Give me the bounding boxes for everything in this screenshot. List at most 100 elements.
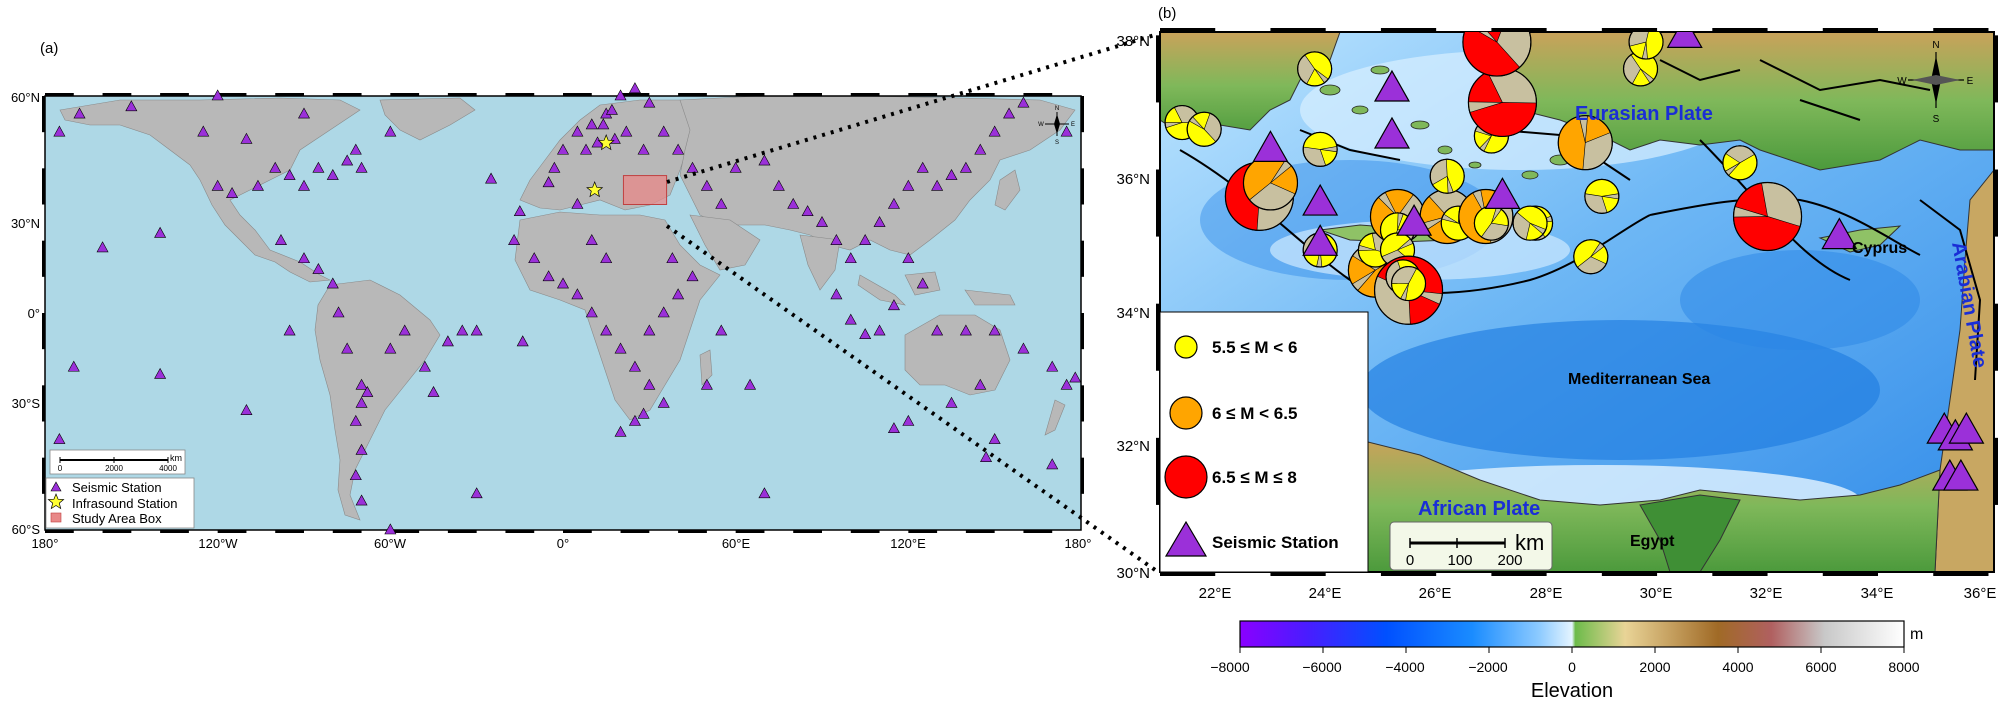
frame-tick	[1994, 35, 1998, 103]
frame-tick	[850, 530, 880, 533]
seismic-station-marker	[916, 277, 929, 289]
frame-tick	[45, 530, 74, 533]
seismic-station-marker	[441, 335, 454, 347]
legend-mag-large: 6.5 ≤ M ≤ 8	[1212, 468, 1297, 487]
landmass-madagascar	[699, 349, 713, 386]
seismic-station-marker	[571, 125, 584, 137]
colorbar-tick: 8000	[1888, 659, 1919, 675]
seismic-station-marker	[384, 523, 397, 535]
frame-tick	[1270, 572, 1326, 576]
frame-tick	[793, 93, 822, 96]
seismic-station-marker	[605, 103, 618, 115]
panel-a-seismic-stations	[53, 82, 1082, 535]
frame-tick	[275, 93, 304, 96]
panel-a: (a)	[11, 40, 1091, 551]
seismic-station-marker	[96, 241, 109, 253]
connector-line-bottom	[665, 224, 1160, 574]
frame-tick	[42, 168, 45, 205]
landmass-new-guinea	[964, 289, 1016, 306]
panel-b-lon-ticks: 22°E 24°E 26°E 28°E 30°E 32°E 34°E 36°E	[1199, 585, 1997, 602]
seismic-station-marker	[1060, 125, 1073, 137]
frame-tick	[160, 93, 189, 96]
study-area-box	[622, 175, 668, 205]
seismic-station-marker	[931, 179, 944, 191]
seismic-station-marker	[341, 342, 354, 354]
deep-basin	[1360, 320, 1880, 460]
seismic-station-marker	[844, 313, 857, 325]
frame-tick	[678, 530, 707, 533]
lat-tick-label: 30°N	[11, 216, 40, 231]
seismic-station-marker	[1373, 116, 1411, 149]
scalebar-tick: 2000	[105, 464, 123, 473]
label-eurasian-plate: Eurasian Plate	[1575, 103, 1713, 125]
seismic-station-marker	[887, 299, 900, 311]
event-outline	[1458, 188, 1514, 245]
seismic-station-marker	[628, 82, 641, 94]
seismic-station-marker	[787, 197, 800, 209]
legend-study-area-box: Study Area Box	[72, 511, 162, 526]
frame-tick	[1156, 169, 1160, 237]
seismic-station-marker	[988, 432, 1001, 444]
panel-b: (b)	[1116, 5, 1998, 602]
seismic-station-marker	[355, 378, 368, 390]
frame-tick	[793, 530, 822, 533]
landmass-arabia	[689, 214, 761, 271]
seismic-station-marker	[1046, 360, 1059, 372]
seismic-station-marker	[470, 487, 483, 499]
seismic-station-marker	[902, 414, 915, 426]
frame-tick	[1994, 437, 1998, 505]
seismic-station-marker	[1821, 217, 1858, 250]
lon-tick-label: 26°E	[1419, 585, 1452, 602]
panel-a-scalebar: km 0 2000 4000	[49, 449, 186, 475]
frame-tick	[505, 93, 535, 96]
legend-triangle-icon	[50, 481, 62, 492]
event-outline	[1429, 158, 1465, 194]
seismic-station-marker	[801, 205, 814, 217]
seismic-station-marker	[758, 487, 771, 499]
seismic-station-marker	[887, 422, 900, 434]
seismic-station-marker	[542, 270, 555, 282]
seismic-station-marker	[251, 179, 264, 191]
frame-tick	[1156, 303, 1160, 371]
compass-n: N	[1055, 106, 1059, 112]
seismic-station-marker	[744, 378, 757, 390]
seismic-station-marker	[945, 396, 958, 408]
seismic-station-marker	[772, 179, 785, 191]
lon-tick-label: 34°E	[1861, 585, 1894, 602]
colorbar-tick: 2000	[1639, 659, 1670, 675]
compass-e: E	[1071, 122, 1075, 128]
compass-s: S	[1055, 140, 1059, 146]
panel-b-earthquake-events	[1164, 32, 1803, 325]
colorbar-unit: m	[1910, 626, 1923, 643]
seismic-station-marker	[643, 96, 656, 108]
seismic-station-marker	[873, 324, 886, 336]
seismic-station-marker	[643, 378, 656, 390]
seismic-station-marker	[556, 143, 570, 155]
nile-delta	[1639, 494, 1741, 572]
seismic-station-marker	[628, 414, 641, 426]
frame-tick	[447, 93, 477, 96]
compass-w: W	[1897, 76, 1907, 87]
seismic-station-marker	[384, 342, 397, 354]
event-outline	[1302, 131, 1338, 167]
frame-tick	[1601, 28, 1658, 32]
earthquake-event	[1186, 111, 1222, 147]
frame-tick	[1156, 35, 1160, 103]
earthquake-event	[1467, 67, 1538, 138]
seismic-station-marker	[700, 179, 713, 191]
seismic-station-marker	[326, 277, 339, 289]
panel-b-lat-ticks: 38°N 36°N 34°N 32°N 30°N	[1116, 33, 1150, 582]
frame-tick	[1160, 572, 1216, 576]
event-outline	[1373, 255, 1444, 325]
frame-tick	[45, 93, 74, 96]
lon-tick-label: 60°E	[722, 536, 751, 551]
seismic-station-marker	[1666, 32, 1703, 48]
landmass-japan	[994, 169, 1021, 211]
seismic-station-marker	[384, 125, 397, 137]
infrasound-station-marker	[586, 181, 604, 198]
lat-tick-label: 36°N	[1116, 171, 1150, 188]
frame-tick	[447, 530, 477, 533]
frame-tick	[1994, 303, 1998, 371]
seismic-station-marker	[980, 451, 993, 462]
earthquake-event	[1297, 51, 1333, 87]
